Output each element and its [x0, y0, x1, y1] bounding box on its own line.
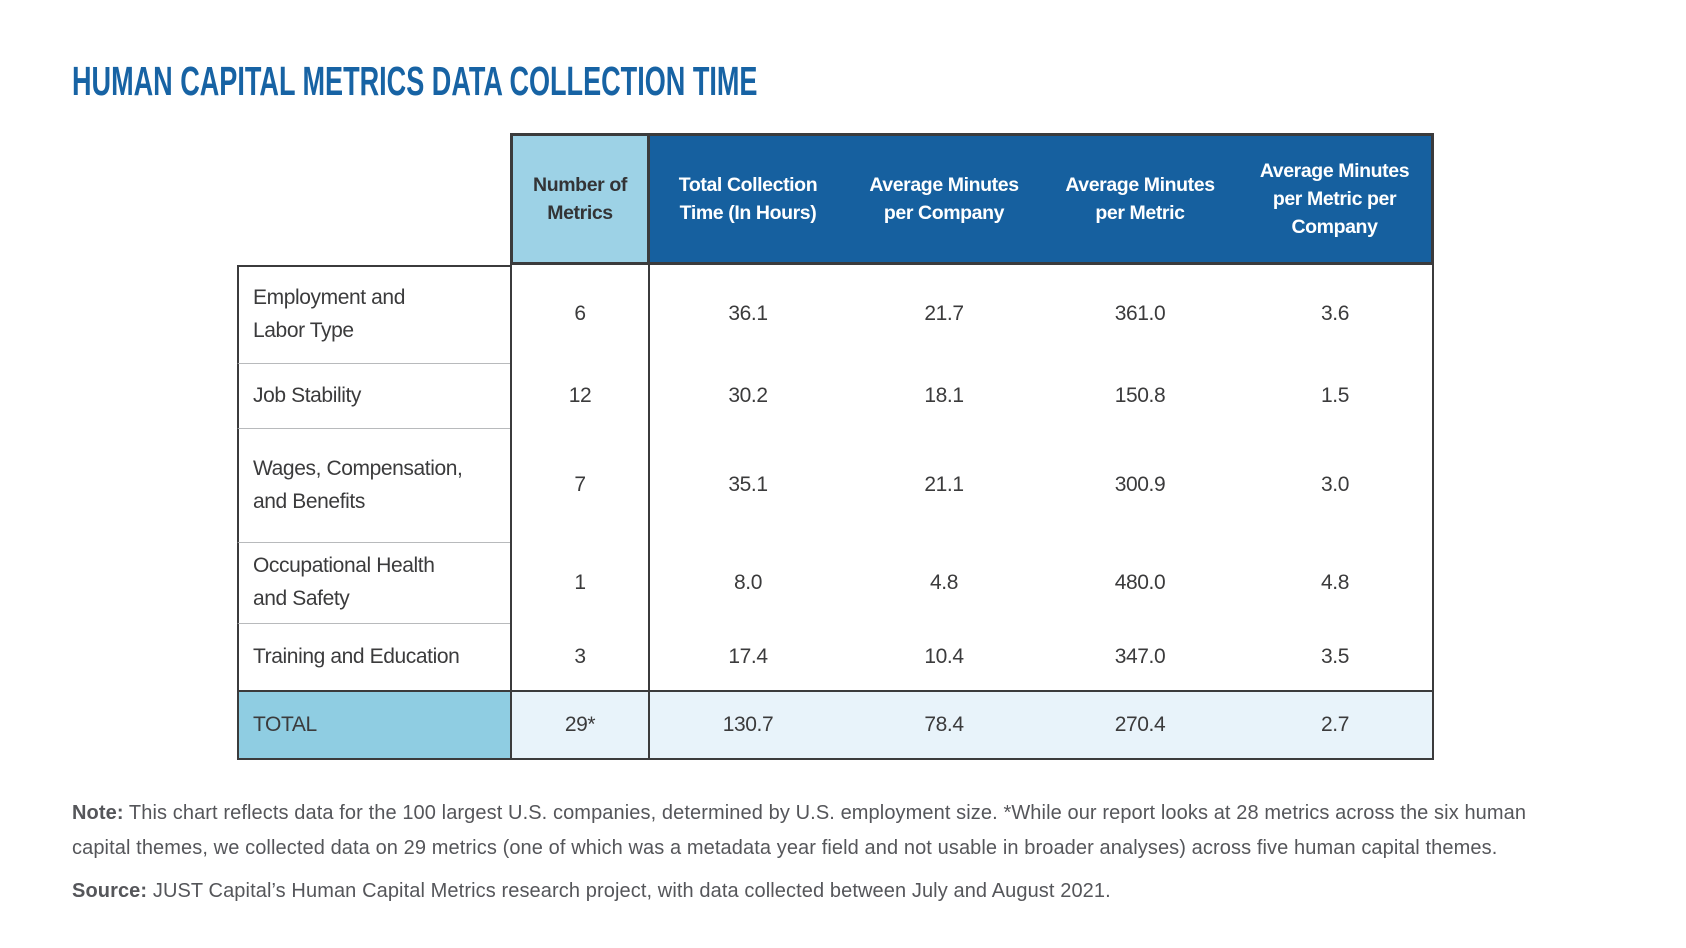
cell-value: 3.5 [1238, 623, 1434, 690]
page-title: HUMAN CAPITAL METRICS DATA COLLECTION TI… [72, 58, 758, 104]
source-text: JUST Capital’s Human Capital Metrics res… [152, 880, 1111, 902]
cell-value: 35.1 [728, 473, 768, 496]
source-label: Source: [72, 880, 148, 902]
note-text: This chart reflects data for the 100 lar… [72, 802, 1527, 859]
col-header-avg-minutes-per-company: Average Minutes per Company [846, 133, 1042, 265]
cell-metrics-count: 1 [510, 542, 650, 623]
cell-value: 21.7 [924, 302, 964, 325]
col-header-avg-minutes-per-metric: Average Minutes per Metric [1042, 133, 1238, 265]
cell-value: 347.0 [1114, 644, 1166, 668]
cell-value: 36.1 [728, 302, 768, 325]
cell-value: 17.4 [728, 644, 768, 668]
total-value: 2.7 [1238, 690, 1434, 760]
cell-value: 21.1 [924, 473, 964, 496]
note-label: Note: [72, 802, 124, 824]
total-value: 130.7 [650, 690, 846, 760]
cell-value: 150.8 [1114, 383, 1166, 407]
col-header-total-collection-time: Total Collection Time (In Hours) [650, 133, 846, 265]
human-capital-metrics-table: Number of Metrics Total Collection Time … [237, 133, 1434, 760]
row-label-job-stability: Job Stability [237, 363, 510, 428]
cell-metrics-count: 12 [510, 363, 650, 428]
cell-value: 480.0 [1114, 570, 1166, 594]
source-paragraph: Source: JUST Capital’s Human Capital Met… [72, 874, 1564, 909]
total-value: 270.4 [1042, 690, 1238, 760]
cell-value: 300.9 [1114, 473, 1166, 496]
cell-value: 3.6 [1238, 265, 1434, 363]
table-corner-spacer [237, 133, 510, 265]
cell-value: 4.8 [1238, 542, 1434, 623]
row-label-employment-and-labor-type: Employment and Labor Type [237, 265, 510, 363]
note-paragraph: Note: This chart reflects data for the 1… [72, 796, 1564, 866]
cell-value: 1.5 [1238, 363, 1434, 428]
cell-metrics-count: 3 [510, 623, 650, 690]
cell-value: 361.0 [1114, 302, 1166, 325]
cell-value: 10.4 [924, 644, 964, 668]
row-label-occupational-health-safety: Occupational Health and Safety [237, 542, 510, 623]
col-header-number-of-metrics: Number of Metrics [510, 133, 650, 265]
cell-value: 30.2 [728, 383, 768, 407]
row-label-wages-compensation-benefits: Wages, Compensation, and Benefits [237, 428, 510, 542]
row-label-training-education: Training and Education [237, 623, 510, 690]
total-metrics-count: 29* [510, 690, 650, 760]
total-value: 78.4 [846, 690, 1042, 760]
total-row-label: TOTAL [237, 690, 510, 760]
cell-value: 8.0 [734, 570, 762, 594]
col-header-avg-minutes-per-metric-per-company: Average Minutes per Metric per Company [1238, 133, 1434, 265]
cell-metrics-count: 7 [510, 428, 650, 542]
cell-value: 18.1 [924, 383, 964, 407]
cell-value: 4.8 [930, 570, 958, 594]
cell-value: 3.0 [1238, 428, 1434, 542]
cell-metrics-count: 6 [510, 265, 650, 363]
